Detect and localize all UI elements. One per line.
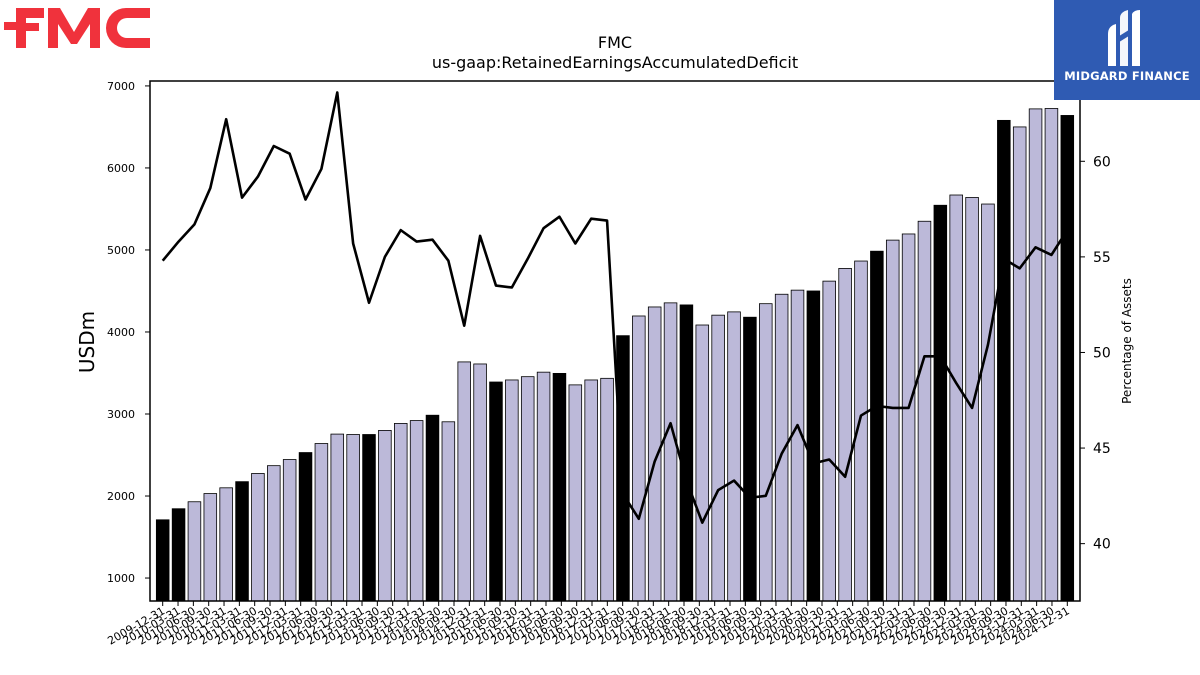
bar-52 [981,203,995,602]
midgard-finance-logo: MIDGARD FINANCE [1054,0,1200,100]
bar-24 [536,371,551,602]
bar-15 [394,423,408,602]
bar-17 [425,414,440,602]
bar-10 [314,443,329,602]
midgard-logo-text: MIDGARD FINANCE [1064,69,1190,83]
bar-14 [378,430,392,602]
bar-37 [743,316,757,602]
y2-tick-label-45: 45 [1093,441,1111,457]
bar-43 [838,268,852,602]
bar-4 [219,487,233,602]
y-tick-label-7000: 7000 [107,80,135,93]
y2-tick-label-55: 55 [1093,250,1111,266]
bar-45 [870,250,884,602]
bar-35 [711,314,725,602]
bar-50 [949,194,963,602]
bar-49 [933,204,948,602]
bar-23 [520,376,535,602]
bar-1 [171,508,186,602]
bar-7 [267,465,281,602]
bar-0 [155,519,170,602]
bar-48 [917,220,932,602]
y-axis-label: USDm [75,311,99,373]
bar-12 [346,434,360,602]
bar-16 [409,420,424,602]
chart-title: FMC [597,33,633,52]
bar-36 [727,311,741,602]
bar-56 [1044,108,1059,602]
bar-6 [251,473,265,602]
bar-series [155,108,1075,602]
bar-32 [663,302,678,602]
bar-28 [600,377,614,602]
bar-55 [1028,108,1043,602]
bar-18 [441,421,456,602]
plot-frame [149,80,1081,602]
y-tick-label-5000: 5000 [107,244,135,257]
y2-tick-label-40: 40 [1093,537,1111,553]
y-tick-label-3000: 3000 [107,408,135,421]
bar-9 [298,452,313,602]
bar-33 [679,304,694,602]
bar-22 [505,379,519,602]
bar-29 [616,335,630,602]
line-series [161,91,1069,524]
bar-13 [362,434,376,602]
bar-34 [695,324,710,602]
y2-axis-label: Percentage of Assets [1120,278,1134,404]
axes: 1000200030004000500060007000404550556020… [105,80,1111,648]
bar-20 [473,363,487,602]
bar-46 [885,239,900,602]
y-tick-label-1000: 1000 [107,572,135,585]
chart-subtitle: us-gaap:RetainedEarningsAccumulatedDefic… [431,53,799,72]
bar-57 [1060,115,1075,602]
bar-3 [203,493,218,602]
fmc-logo [4,8,150,48]
bar-30 [632,315,646,602]
bar-41 [806,290,821,602]
bar-26 [568,384,583,602]
bar-11 [330,433,345,602]
bar-38 [759,303,773,602]
y-tick-label-2000: 2000 [107,490,135,503]
y2-tick-label-50: 50 [1093,345,1111,361]
bar-5 [235,481,249,602]
midgard-mark-icon [1108,10,1140,66]
percentage-of-assets-line [161,91,1069,524]
y-tick-label-6000: 6000 [107,162,135,175]
y2-tick-label-60: 60 [1093,154,1111,170]
y-tick-label-4000: 4000 [107,326,135,339]
bar-19 [457,361,471,602]
bar-42 [822,280,836,602]
bar-25 [552,372,567,602]
bar-40 [790,289,805,602]
bar-47 [901,233,916,602]
bar-8 [282,459,297,602]
bar-2 [187,501,202,602]
bar-21 [489,381,503,602]
bar-53 [997,119,1011,602]
bar-54 [1012,126,1027,602]
bar-27 [584,379,598,602]
